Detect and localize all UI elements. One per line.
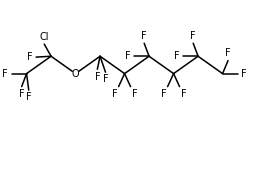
Text: F: F [132,89,138,99]
Text: F: F [125,51,131,61]
Text: F: F [103,75,108,85]
Text: F: F [19,89,24,99]
Text: F: F [190,31,196,41]
Text: F: F [161,89,166,99]
Text: F: F [141,31,147,41]
Text: F: F [225,48,231,58]
Text: F: F [27,52,32,62]
Text: F: F [174,51,180,61]
Text: F: F [181,89,186,99]
Text: F: F [95,72,100,82]
Text: F: F [112,89,117,99]
Text: Cl: Cl [40,32,49,42]
Text: F: F [241,69,247,79]
Text: F: F [2,69,7,79]
Text: O: O [72,69,79,79]
Text: F: F [26,92,32,102]
